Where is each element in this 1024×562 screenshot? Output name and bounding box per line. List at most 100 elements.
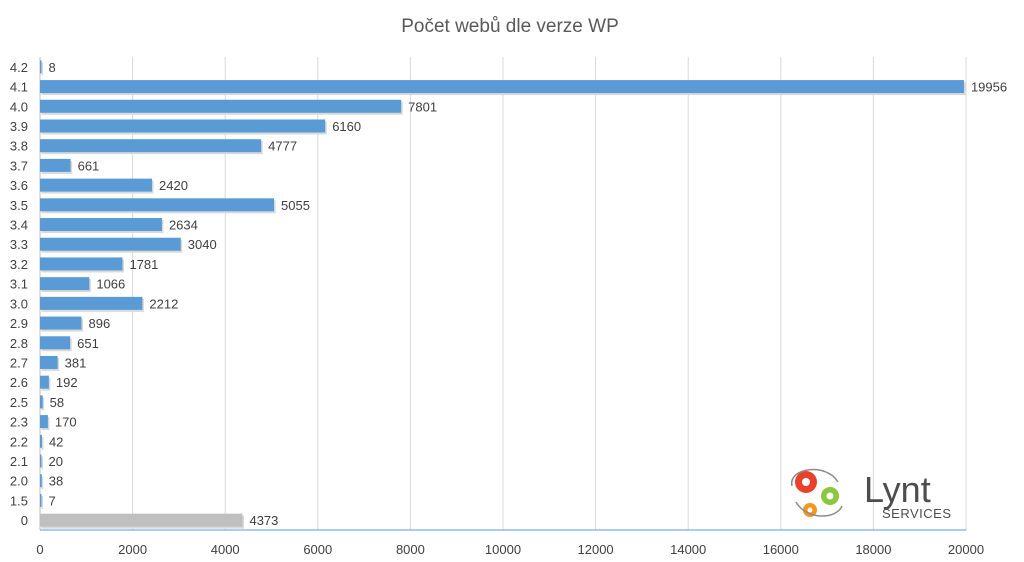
bar-3-4 xyxy=(40,218,162,232)
gridlines xyxy=(39,57,967,531)
data-label: 7801 xyxy=(408,99,437,114)
x-tick-label: 14000 xyxy=(670,542,706,557)
category-label: 2.3 xyxy=(10,415,28,430)
bar-shadow xyxy=(41,397,45,411)
category-label: 4.2 xyxy=(10,60,28,75)
bar-2-7 xyxy=(40,355,58,369)
category-label: 3.5 xyxy=(10,198,28,213)
x-axis-ticks: 0 2000 4000 6000 8000 10000 12000 14000 16000 180… xyxy=(36,542,984,557)
x-tick-label: 4000 xyxy=(211,542,240,557)
x-tick-label: 10000 xyxy=(485,542,521,557)
data-label: 1781 xyxy=(129,257,158,272)
bar-2-8 xyxy=(40,336,71,350)
category-label: 3.8 xyxy=(10,139,28,154)
bar-3-7 xyxy=(40,158,71,172)
data-label: 661 xyxy=(78,158,100,173)
bar-3-1 xyxy=(40,277,90,291)
bar-0 xyxy=(40,513,243,527)
data-label: 38 xyxy=(49,474,63,489)
bar-2-3 xyxy=(40,415,48,429)
bar-shadow xyxy=(41,476,44,490)
data-label: 3040 xyxy=(188,237,217,252)
category-label: 1.5 xyxy=(10,493,28,508)
x-tick-label: 12000 xyxy=(578,542,614,557)
bar-3-8 xyxy=(40,139,262,153)
bar-4-2 xyxy=(40,60,42,74)
category-label: 3.9 xyxy=(10,119,28,134)
bar-shadow xyxy=(41,495,43,509)
bar-3-9 xyxy=(40,119,326,133)
category-label: 2.0 xyxy=(10,474,28,489)
chart-title: Počet webů dle verze WP xyxy=(401,16,619,37)
bar-shadow xyxy=(41,62,43,76)
x-tick-label: 20000 xyxy=(948,542,984,557)
data-label: 7 xyxy=(49,493,56,508)
category-label: 3.6 xyxy=(10,178,28,193)
bar-3-3 xyxy=(40,237,181,251)
data-label: 4373 xyxy=(249,513,278,528)
data-label: 1066 xyxy=(96,277,125,292)
bar-shadow xyxy=(41,456,43,470)
logo-subtitle: SERVICES xyxy=(882,506,952,521)
category-label: 4.0 xyxy=(10,99,28,114)
bar-2-9 xyxy=(40,316,82,330)
data-labels: 8 19956 7801 6160 4777 661 2420 5055 2634 3040 178… xyxy=(49,60,1008,528)
data-label: 2634 xyxy=(169,218,198,233)
data-label: 4777 xyxy=(268,139,297,154)
category-label: 3.4 xyxy=(10,218,28,233)
x-tick-label: 16000 xyxy=(763,542,799,557)
data-label: 20 xyxy=(49,454,63,469)
category-label: 2.8 xyxy=(10,336,28,351)
x-tick-label: 2000 xyxy=(118,542,147,557)
data-label: 8 xyxy=(49,60,56,75)
bar-2-5 xyxy=(40,395,43,409)
data-label: 192 xyxy=(56,375,78,390)
category-label: 3.3 xyxy=(10,237,28,252)
category-label: 2.2 xyxy=(10,434,28,449)
data-label: 58 xyxy=(50,395,64,410)
category-label: 3.2 xyxy=(10,257,28,272)
data-label: 651 xyxy=(77,336,99,351)
x-tick-label: 8000 xyxy=(396,542,425,557)
data-label: 2212 xyxy=(149,296,178,311)
category-label: 2.6 xyxy=(10,375,28,390)
bar-3-6 xyxy=(40,178,153,192)
bar-3-5 xyxy=(40,198,275,212)
x-tick-label: 0 xyxy=(36,542,43,557)
category-label: 3.7 xyxy=(10,158,28,173)
data-label: 381 xyxy=(65,355,87,370)
category-labels: 4.2 4.1 4.0 3.9 3.8 3.7 3.6 3.5 3.4 3.3 3.2 3.1 3.0 2… xyxy=(10,60,28,528)
data-label: 2420 xyxy=(159,178,188,193)
bar-4-1 xyxy=(40,80,964,94)
bar-3-2 xyxy=(40,257,123,271)
category-label: 2.7 xyxy=(10,355,28,370)
bar-2-1 xyxy=(40,454,42,468)
data-label: 6160 xyxy=(332,119,361,134)
data-label: 19956 xyxy=(971,80,1007,95)
category-label: 0 xyxy=(21,513,28,528)
category-label: 2.1 xyxy=(10,454,28,469)
bar-2-0 xyxy=(40,474,42,488)
bars xyxy=(40,60,966,529)
category-label: 2.9 xyxy=(10,316,28,331)
x-tick-label: 18000 xyxy=(855,542,891,557)
bar-4-0 xyxy=(40,99,402,113)
gear-icon xyxy=(791,468,843,517)
category-label: 3.1 xyxy=(10,277,28,292)
category-label: 4.1 xyxy=(10,80,28,95)
lynt-services-logo: Lynt SERVICES xyxy=(791,468,952,521)
data-label: 896 xyxy=(88,316,110,331)
data-label: 5055 xyxy=(281,198,310,213)
bar-3-0 xyxy=(40,296,143,310)
bar-1-5 xyxy=(40,493,42,507)
data-label: 170 xyxy=(55,415,77,430)
bar-2-2 xyxy=(40,434,42,448)
data-label: 42 xyxy=(49,434,63,449)
category-label: 2.5 xyxy=(10,395,28,410)
bar-2-6 xyxy=(40,375,49,389)
logo-name: Lynt xyxy=(864,469,931,510)
x-tick-label: 6000 xyxy=(303,542,332,557)
category-label: 3.0 xyxy=(10,296,28,311)
bar-shadow xyxy=(41,436,44,450)
